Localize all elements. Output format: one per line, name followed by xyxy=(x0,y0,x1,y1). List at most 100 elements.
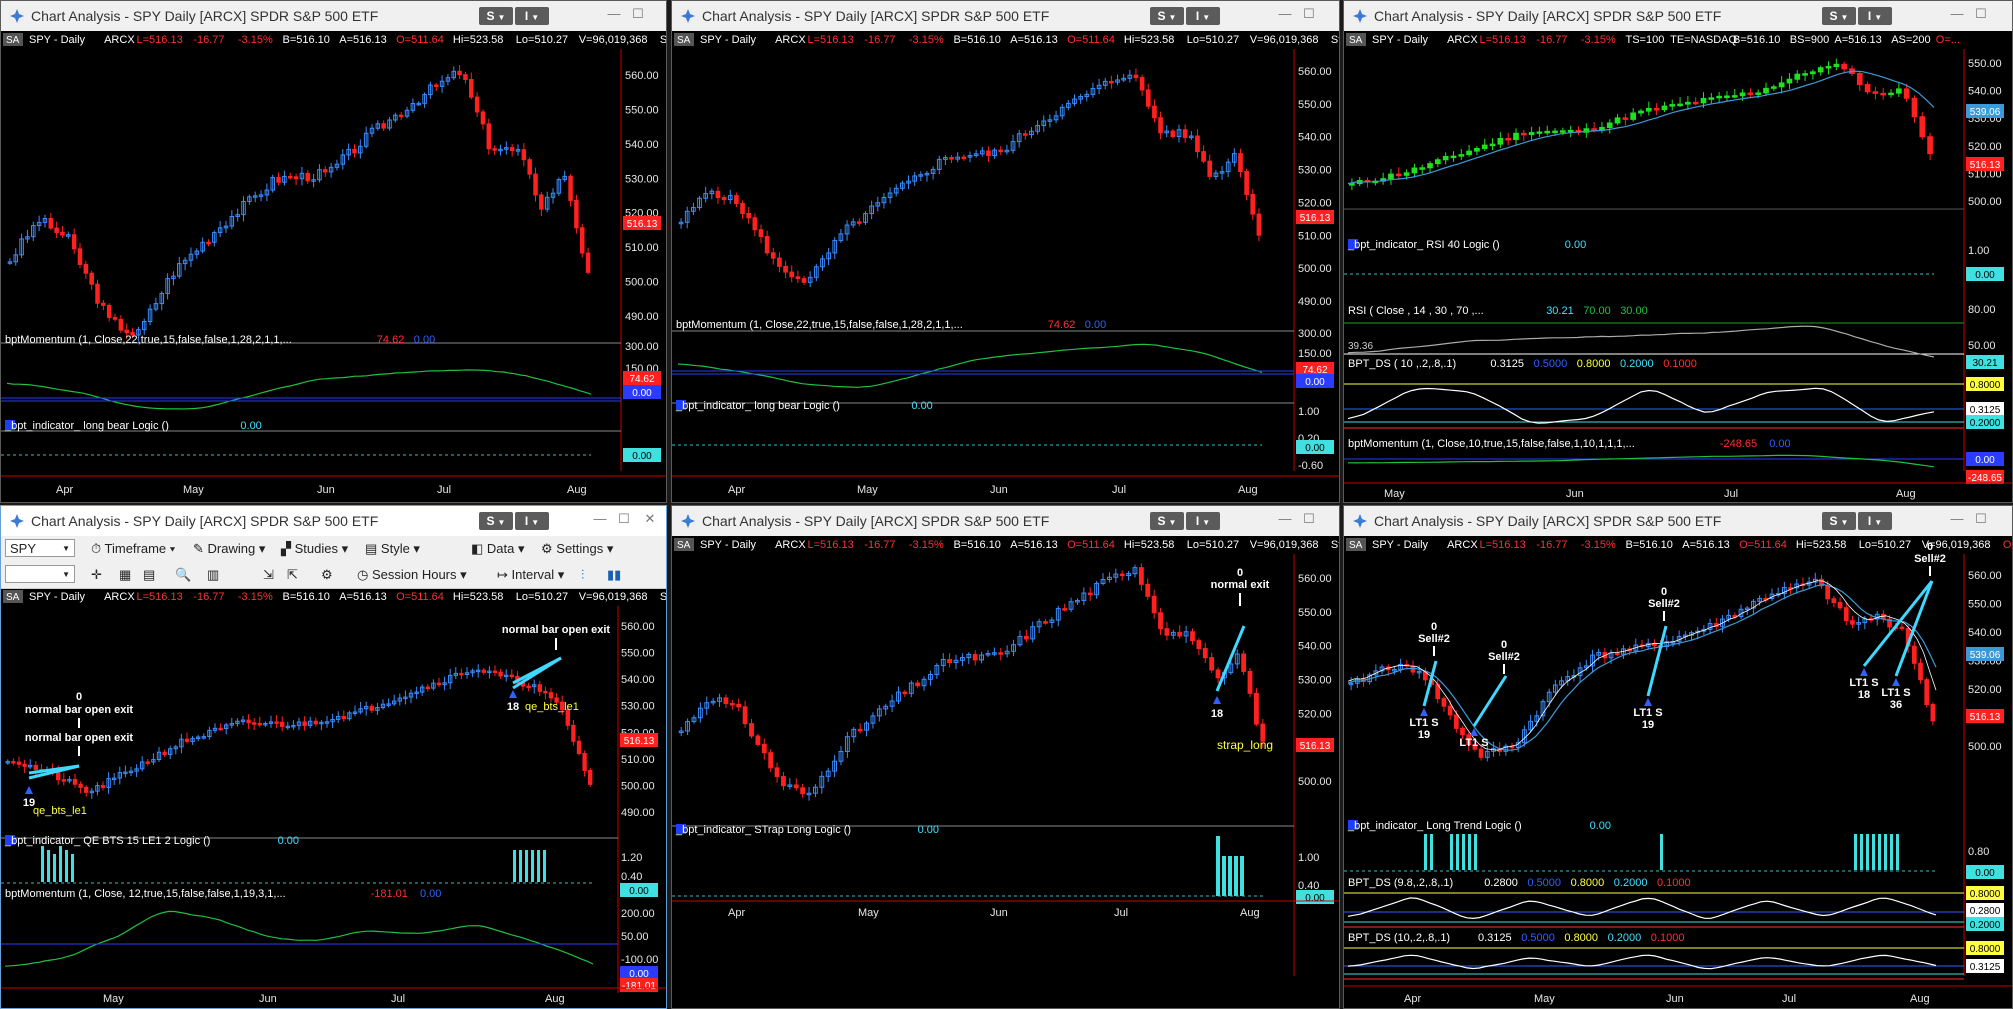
timeframe-menu[interactable]: ⏱ Timeframe ▾ xyxy=(91,541,176,556)
i-button[interactable]: I ▼ xyxy=(1858,512,1892,530)
chart-area[interactable]: SA SPY - Daily ARCX L=516.13 -16.77 -3.15% B=5… xyxy=(1344,536,2012,1008)
chart-window-5[interactable]: Chart Analysis - SPY Daily [ARCX] SPDR S… xyxy=(671,505,1340,1009)
chart-window-3[interactable]: Chart Analysis - SPY Daily [ARCX] SPDR S… xyxy=(1343,0,2013,503)
annotation-label: normal bar open exit xyxy=(502,624,611,636)
chart-area[interactable]: SA SPY - Daily ARCX L=516.13 -16.77 -3.15% TS=… xyxy=(1344,31,2012,502)
settings-menu[interactable]: ⚙ Settings ▾ xyxy=(541,541,614,556)
maximize-icon[interactable]: ☐ xyxy=(1975,6,1987,21)
candle-body xyxy=(268,721,274,724)
studies-menu[interactable]: ▞ Studies ▾ xyxy=(281,541,349,556)
candle-body xyxy=(252,722,257,725)
window-titlebar[interactable]: Chart Analysis - SPY Daily [ARCX] SPDR S… xyxy=(1,506,666,536)
candle-body xyxy=(813,266,819,278)
header-field: SPY - Daily xyxy=(700,34,757,46)
candle-body xyxy=(282,175,287,183)
gear-icon[interactable]: ⚙ xyxy=(321,567,333,582)
candle-body xyxy=(1260,723,1266,742)
indicator-icon xyxy=(1348,820,1358,830)
s-button[interactable]: S ▼ xyxy=(1150,512,1184,530)
chart-area[interactable]: SA SPY - Daily ARCX L=516.13 -16.77 -3.15% B=5… xyxy=(1,588,666,1008)
month-label: Apr xyxy=(1404,993,1421,1005)
month-label: Jul xyxy=(1724,488,1738,500)
s-button[interactable]: S ▼ xyxy=(1822,512,1856,530)
candle-body xyxy=(1819,578,1824,587)
header-field: ARCX xyxy=(104,34,135,46)
i-button[interactable]: I ▼ xyxy=(515,512,549,530)
ds-tag: 0.8000 xyxy=(1970,380,2001,391)
candle-body xyxy=(678,730,684,733)
candle-body xyxy=(1096,84,1102,90)
i-button[interactable]: I ▼ xyxy=(515,7,549,25)
interval-menu[interactable]: ↦ Interval ▾ xyxy=(497,567,565,582)
trade-line xyxy=(28,764,80,780)
minimize-icon[interactable]: — xyxy=(1950,6,1964,21)
maximize-icon[interactable]: ☐ xyxy=(1303,6,1315,21)
window-titlebar[interactable]: Chart Analysis - SPY Daily [ARCX] SPDR S… xyxy=(672,1,1339,31)
chart-window-4[interactable]: Chart Analysis - SPY Daily [ARCX] SPDR S… xyxy=(0,505,667,1009)
zoom-icon[interactable]: 🔍 xyxy=(175,567,192,582)
i-button[interactable]: I ▼ xyxy=(1186,512,1220,530)
chart-area[interactable]: SA SPY - Daily ARCX L=516.13 -16.77 -3.15% B=5… xyxy=(672,536,1339,1008)
bar-type-icon[interactable]: ▮▮ xyxy=(607,567,622,582)
expand-icon[interactable]: ⇱ xyxy=(287,567,298,582)
table-icon[interactable]: ▤ xyxy=(143,567,156,582)
interval-input[interactable]: ▼ xyxy=(5,565,75,583)
maximize-icon[interactable]: ☐ xyxy=(618,511,630,526)
candle-body xyxy=(560,701,565,711)
candle-body xyxy=(182,259,188,265)
candle-body xyxy=(7,261,13,264)
chart-window-6[interactable]: Chart Analysis - SPY Daily [ARCX] SPDR S… xyxy=(1343,505,2013,1009)
candle-body xyxy=(1250,193,1256,215)
compress-icon[interactable]: ⇲ xyxy=(263,567,274,582)
window-titlebar[interactable]: Chart Analysis - SPY Daily [ARCX] SPDR S… xyxy=(1344,506,2012,536)
s-button[interactable]: S ▼ xyxy=(1822,7,1856,25)
minimize-icon[interactable]: — xyxy=(1950,511,1964,526)
grid-icon[interactable]: ▦ xyxy=(119,567,132,582)
session-hours-button[interactable]: ◷ Session Hours ▾ xyxy=(357,567,467,582)
crosshair-icon[interactable]: ✛ xyxy=(91,567,102,582)
signal-bar xyxy=(1866,834,1869,870)
maximize-icon[interactable]: ☐ xyxy=(632,6,644,21)
indicator-legend: 0.8000 xyxy=(1577,358,1611,370)
window-titlebar[interactable]: Chart Analysis - SPY Daily [ARCX] SPDR S… xyxy=(672,506,1339,536)
chart-window-2[interactable]: Chart Analysis - SPY Daily [ARCX] SPDR S… xyxy=(671,0,1340,503)
window-titlebar[interactable]: Chart Analysis - SPY Daily [ARCX] SPDR S… xyxy=(1344,1,2012,31)
window-titlebar[interactable]: Chart Analysis - SPY Daily [ARCX] SPDR S… xyxy=(1,1,666,31)
bars-icon[interactable]: ▥ xyxy=(207,567,220,582)
candle-body xyxy=(1100,578,1106,584)
drawing-menu[interactable]: ✎ Drawing ▾ xyxy=(193,541,266,556)
candle-body xyxy=(736,703,742,708)
chart-window-1[interactable]: Chart Analysis - SPY Daily [ARCX] SPDR S… xyxy=(0,0,667,503)
data-menu[interactable]: ◧ Data ▾ xyxy=(471,541,525,556)
s-button[interactable]: S ▼ xyxy=(479,512,513,530)
month-label: Aug xyxy=(1910,993,1930,1005)
s-button[interactable]: S ▼ xyxy=(479,7,513,25)
minimize-icon[interactable]: — xyxy=(593,511,607,526)
style-menu[interactable]: ▤ Style ▾ xyxy=(365,541,420,556)
minimize-icon[interactable]: — xyxy=(1278,6,1292,21)
sa-label: SA xyxy=(6,592,20,603)
header-field: O=511.64 xyxy=(1739,539,1787,551)
close-icon[interactable]: ✕ xyxy=(644,511,656,526)
i-button[interactable]: I ▼ xyxy=(1186,7,1220,25)
price-axis-label: 550.00 xyxy=(1968,58,2002,70)
symbol-input[interactable]: SPY ▼ xyxy=(5,539,75,557)
candle-body xyxy=(1158,117,1163,134)
chart-area[interactable]: SA SPY - Daily ARCX L=516.13 -16.77 -3.15% B=5… xyxy=(1,31,666,502)
chart-type-icon[interactable]: ⫶ xyxy=(581,567,585,582)
minimize-icon[interactable]: — xyxy=(1278,511,1292,526)
header-field: Lo=510.27 xyxy=(516,591,568,603)
i-button[interactable]: I ▼ xyxy=(1858,7,1892,25)
momentum-tag-bg xyxy=(1966,452,2004,466)
candle-body xyxy=(727,195,733,201)
rsi-tag: 30.21 xyxy=(1972,358,1997,369)
candle-body xyxy=(1132,567,1138,575)
minimize-icon[interactable]: — xyxy=(607,6,621,21)
candle-body xyxy=(1724,95,1730,99)
maximize-icon[interactable]: ☐ xyxy=(1303,511,1315,526)
chart-area[interactable]: SA SPY - Daily ARCX L=516.13 -16.77 -3.15% B=5… xyxy=(672,31,1339,502)
s-button[interactable]: S ▼ xyxy=(1150,7,1184,25)
maximize-icon[interactable]: ☐ xyxy=(1975,511,1987,526)
price-axis-label: 500.00 xyxy=(621,780,655,792)
candle-body xyxy=(1201,151,1206,162)
